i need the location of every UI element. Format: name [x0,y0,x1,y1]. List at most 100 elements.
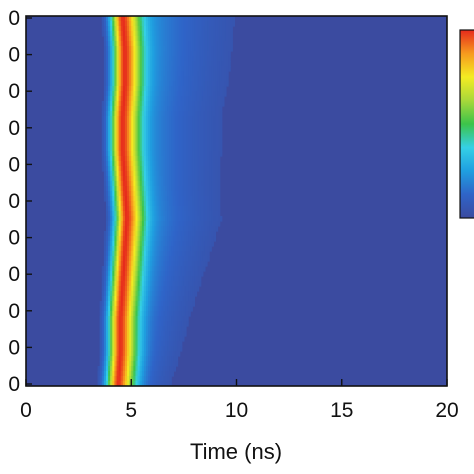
heatmap-cell [108,281,111,287]
heatmap-cell [171,226,174,232]
heatmap-cell [143,51,147,57]
heatmap-cell [152,106,156,112]
heatmap-cell [158,306,162,312]
heatmap-cell [198,66,202,72]
heatmap-cell [131,291,134,297]
heatmap-cell [192,231,195,237]
heatmap-cell [154,286,158,292]
heatmap-cell [215,161,219,167]
heatmap-cell [175,291,179,297]
heatmap-cell [211,176,214,182]
heatmap-cell [192,56,195,62]
heatmap-cell [131,131,134,137]
heatmap-cell [118,261,122,267]
heatmap-cell [120,351,124,357]
heatmap-cell [152,351,156,357]
heatmap-cell [135,146,139,152]
heatmap-cell [162,276,166,282]
heatmap-cell [137,376,141,382]
heatmap-cell [150,161,153,167]
heatmap-cell [211,196,214,202]
heatmap-cell [150,91,153,97]
heatmap-cell [213,201,217,207]
heatmap-cell [183,291,187,297]
heatmap-cell [183,91,187,97]
heatmap-cell [103,256,107,262]
heatmap-cell [154,46,158,52]
heatmap-cell [154,361,158,367]
heatmap-cell [219,116,223,122]
heatmap-cell [139,241,143,247]
heatmap-row [103,196,221,202]
heatmap-cell [156,141,160,147]
heatmap-row [103,71,229,77]
heatmap-cell [164,351,168,357]
heatmap-cell [219,141,223,147]
heatmap-cell [154,231,158,237]
heatmap-cell [101,266,105,272]
heatmap-cell [192,191,195,197]
heatmap-cell [116,201,120,207]
heatmap-cell [177,196,181,202]
heatmap-cell [112,271,116,277]
heatmap-cell [188,201,191,207]
heatmap-cell [122,276,126,282]
heatmap-cell [160,296,164,302]
heatmap-row [101,266,206,272]
heatmap-cell [219,121,223,127]
heatmap-cell [108,91,111,97]
heatmap-cell [133,316,137,322]
heatmap-cell [122,156,126,162]
heatmap-cell [183,181,187,187]
heatmap-cell [164,121,168,127]
heatmap-cell [148,181,151,187]
heatmap-cell [120,71,124,77]
heatmap-cell [171,301,174,307]
heatmap-cell [141,216,145,222]
heatmap-cell [217,86,221,92]
heatmap-row [97,381,172,386]
heatmap-cell [217,116,221,122]
heatmap-cell [183,161,187,167]
heatmap-cell [171,181,174,187]
heatmap-cell [160,181,164,187]
heatmap-cell [116,241,120,247]
heatmap-cell [103,111,107,117]
heatmap-cell [219,96,223,102]
heatmap-cell [154,291,158,297]
heatmap-cell [129,276,132,282]
heatmap-cell [143,121,147,127]
heatmap-cell [139,141,143,147]
heatmap-cell [116,216,120,222]
heatmap-cell [137,171,141,177]
heatmap-cell [124,381,128,386]
heatmap-cell [105,291,109,297]
heatmap-cell [105,56,109,62]
heatmap-cell [162,196,166,202]
heatmap-cell [139,256,143,262]
heatmap-cell [171,316,174,322]
heatmap-cell [103,241,107,247]
heatmap-cell [133,356,137,362]
heatmap-cell [148,146,151,152]
heatmap-cell [177,146,181,152]
heatmap-cell [194,151,198,157]
heatmap-cell [105,101,109,107]
heatmap-cell [110,101,113,107]
heatmap-cell [143,181,147,187]
heatmap-cell [158,276,162,282]
heatmap-cell [188,61,191,67]
heatmap-cell [183,126,187,132]
heatmap-cell [215,116,219,122]
heatmap-cell [105,246,109,252]
heatmap-cell [230,26,233,32]
heatmap-cell [209,156,212,162]
heatmap-cell [150,356,153,362]
heatmap-cell [169,86,172,92]
heatmap-cell [188,261,191,267]
heatmap-cell [183,196,187,202]
heatmap-cell [181,291,185,297]
heatmap-cell [169,236,172,242]
heatmap-row [101,111,223,117]
heatmap-cell [207,226,210,232]
